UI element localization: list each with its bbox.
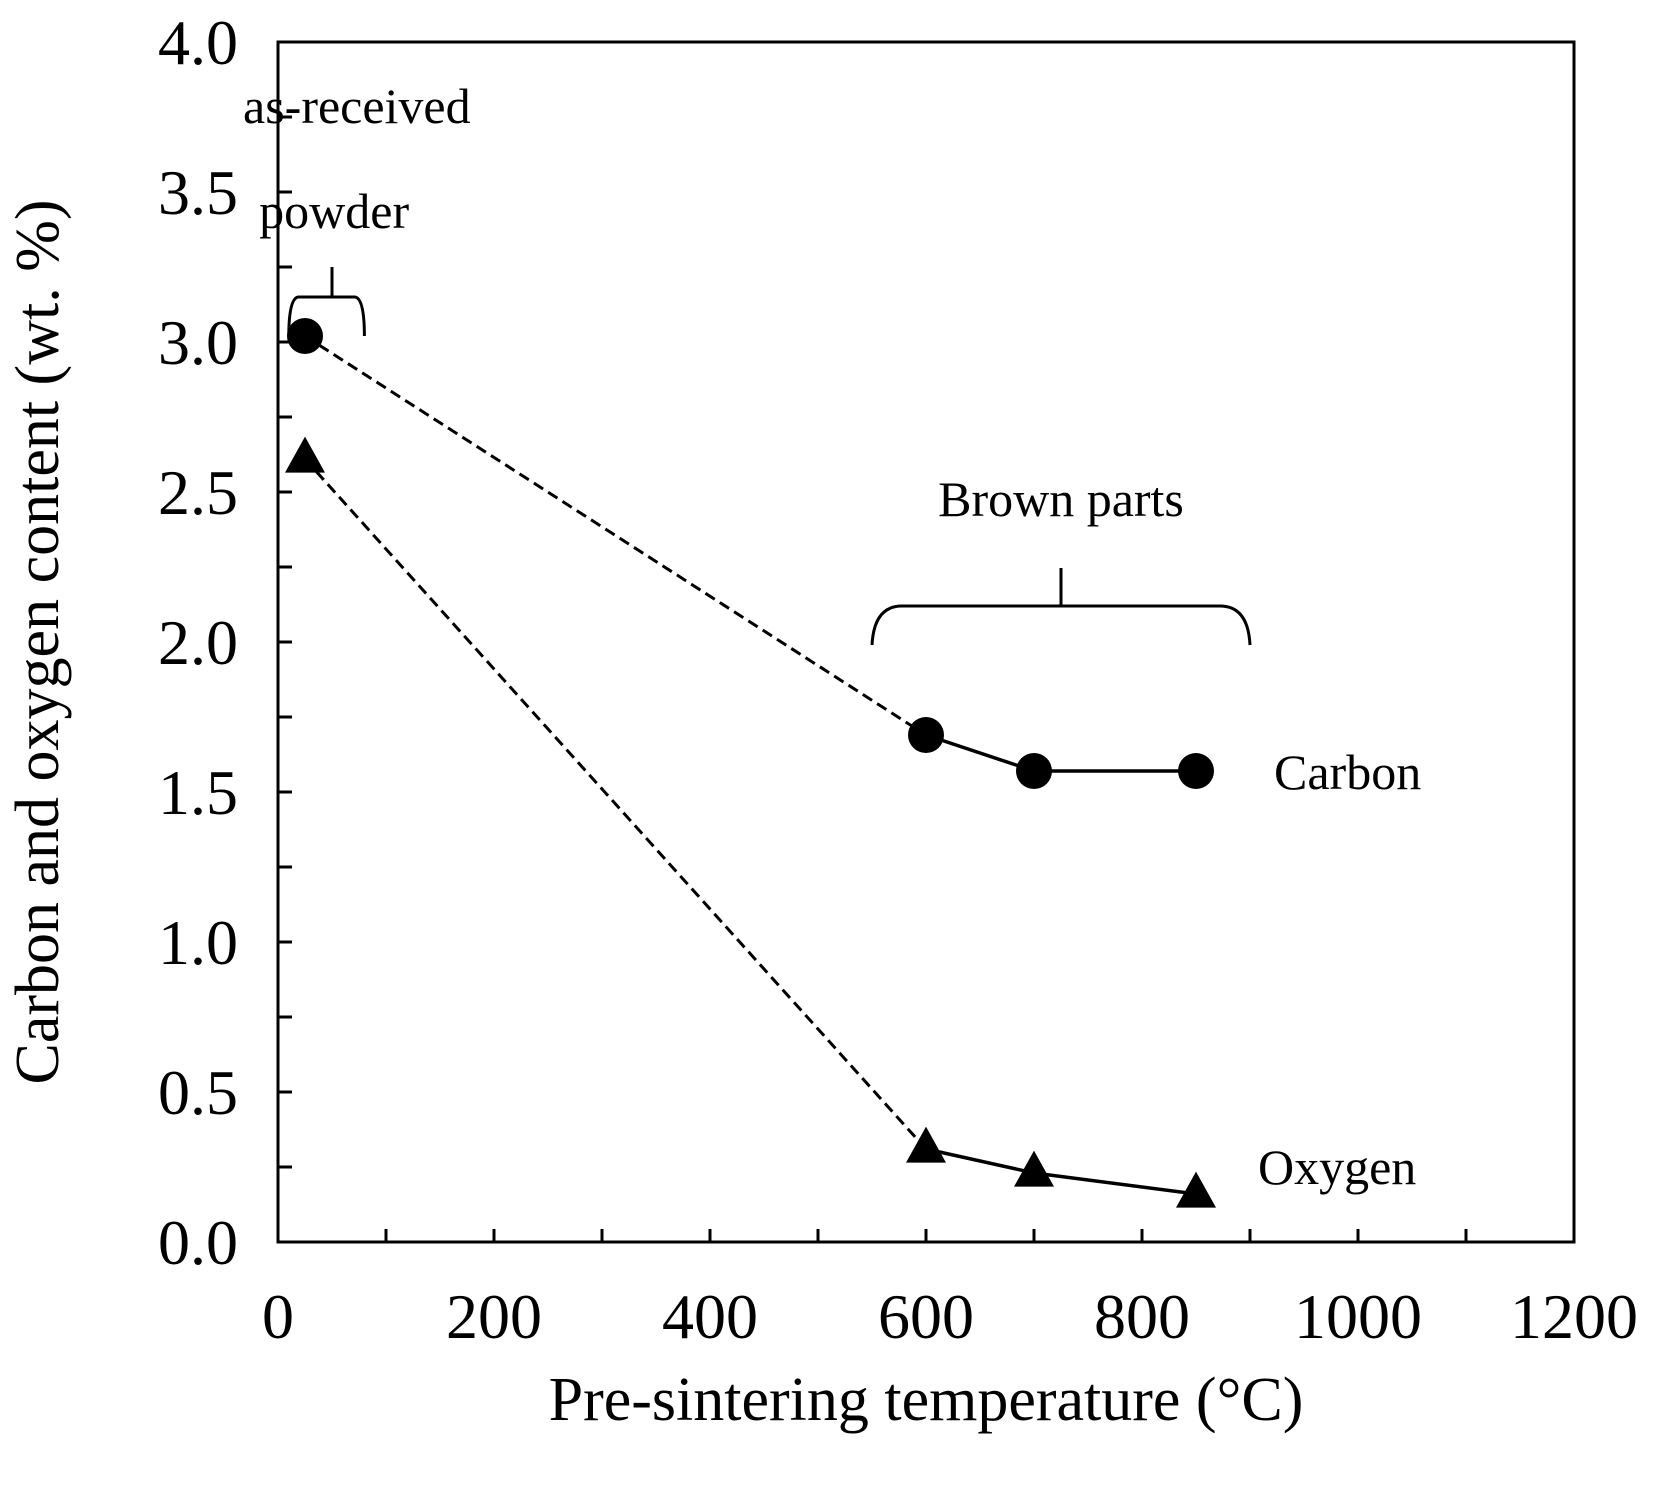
powder-label: powder [259, 183, 409, 239]
y-axis-ticks [278, 40, 292, 1244]
plot-frame [276, 40, 1576, 1244]
oxygen-point [1014, 1150, 1054, 1187]
y-tick-label: 3.0 [158, 307, 238, 378]
y-tick-label: 2.0 [158, 607, 238, 678]
carbon-point [287, 318, 323, 354]
carbon-dashed-line [304, 334, 927, 737]
y-axis-title: Carbon and oxygen content (wt. %) [4, 200, 72, 1085]
oxygen-point [1176, 1171, 1216, 1208]
oxygen-dashed-line [303, 457, 928, 1151]
x-tick-label: 0 [262, 1281, 294, 1352]
y-axis-tick-labels: 0.0 0.5 1.0 1.5 2.0 2.5 3.0 3.5 4.0 [158, 7, 238, 1278]
x-axis-title: Pre-sintering temperature (°C) [549, 1366, 1304, 1434]
x-tick-label: 1000 [1294, 1281, 1422, 1352]
as-received-label: as-received [243, 78, 471, 134]
x-tick-label: 600 [878, 1281, 974, 1352]
oxygen-point [906, 1126, 946, 1163]
carbon-solid-line [925, 733, 1035, 773]
oxygen-solid-line [925, 1147, 1035, 1175]
y-tick-label: 0.0 [158, 1207, 238, 1278]
y-tick-label: 1.0 [158, 907, 238, 978]
carbon-point [1016, 753, 1052, 789]
y-tick-label: 1.5 [158, 757, 238, 828]
oxygen-series-label: Oxygen [1258, 1139, 1416, 1195]
x-axis-tick-labels: 0 200 400 600 800 1000 1200 [262, 1281, 1638, 1352]
as-received-bracket [287, 267, 366, 337]
y-tick-label: 3.5 [158, 157, 238, 228]
x-tick-label: 1200 [1510, 1281, 1638, 1352]
carbon-point [1178, 753, 1214, 789]
y-tick-label: 4.0 [158, 7, 238, 78]
oxygen-solid-line [1033, 1171, 1197, 1196]
series-lines [303, 334, 1197, 1196]
brown-parts-bracket [870, 568, 1252, 646]
series-markers [285, 318, 1216, 1208]
x-tick-label: 800 [1094, 1281, 1190, 1352]
y-tick-label: 0.5 [158, 1057, 238, 1128]
oxygen-point [285, 436, 325, 473]
x-tick-label: 400 [662, 1281, 758, 1352]
carbon-series-label: Carbon [1274, 744, 1421, 800]
y-tick-label: 2.5 [158, 457, 238, 528]
x-tick-label: 200 [446, 1281, 542, 1352]
brown-parts-label: Brown parts [938, 471, 1184, 527]
annotations: as-received powder Brown parts [243, 78, 1252, 646]
x-axis-ticks [276, 1229, 1576, 1242]
carbon-point [908, 717, 944, 753]
